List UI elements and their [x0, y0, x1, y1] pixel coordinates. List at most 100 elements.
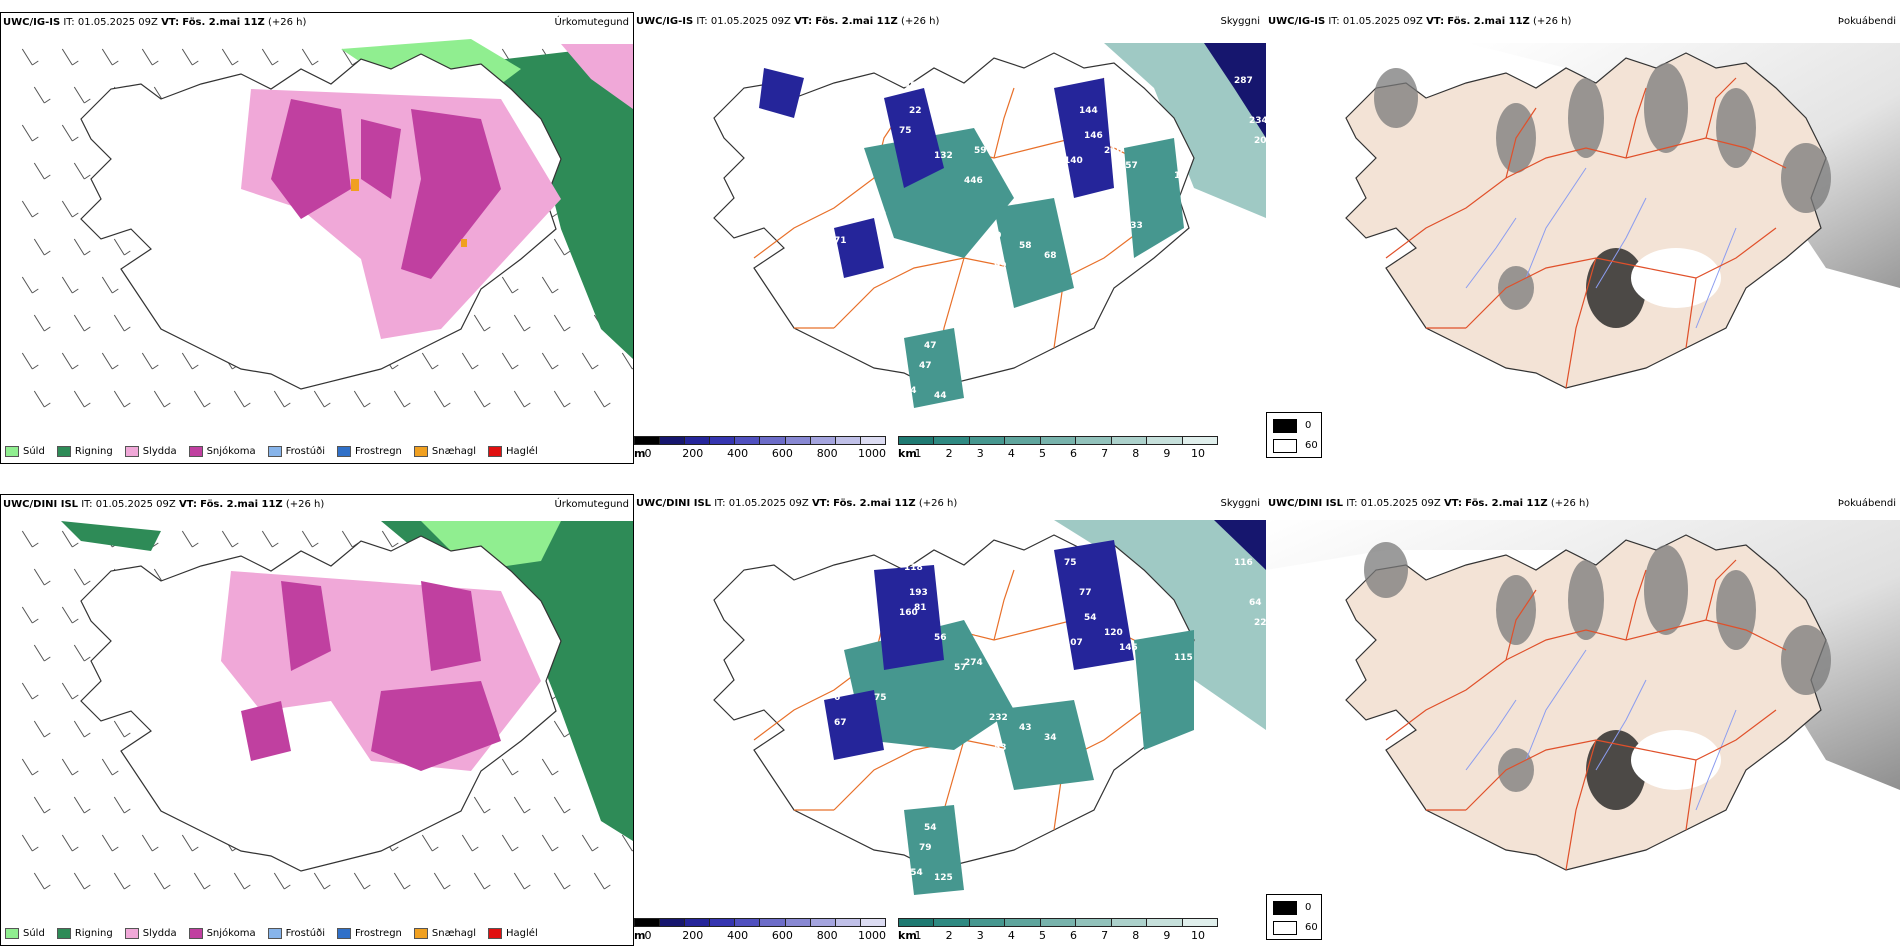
cloud-base-label: 22: [909, 106, 922, 116]
legend-item: Súld: [5, 928, 45, 939]
sleet-area: [561, 44, 633, 109]
cloud-base-label: 140: [1064, 156, 1083, 166]
wind-barb: [33, 86, 51, 104]
cloud-base-label: 71: [834, 236, 847, 246]
road-line: [1505, 589, 1537, 661]
cloud-base-label: 96: [1044, 673, 1057, 683]
wind-barb: [61, 682, 79, 700]
cloud-base-label: 68: [1044, 251, 1057, 261]
colorbar-bin: [1147, 919, 1183, 926]
legend-item: Snæhagl: [413, 928, 476, 939]
legend-item: Súld: [5, 446, 45, 457]
cloud-visibility-panel-top: UWC/IG-IS IT: 01.05.2025 09Z VT: Fös. 2.…: [634, 12, 1266, 464]
cloud-height-colorbar: m 0 200 400 600 800 1000: [634, 436, 886, 460]
colorbar-bin: [735, 919, 761, 926]
colorbar-unit: m: [634, 929, 646, 942]
wind-barb: [541, 758, 559, 776]
wind-barb: [73, 314, 91, 332]
colorbar-bin: [934, 437, 970, 444]
legend-swatch: [413, 446, 428, 457]
cloud-visibility-map: 118 75 77 54 120 179 193 160 56 78 98 107 145 115 274 9…: [713, 520, 1266, 895]
cloud-base-label: 116: [1234, 558, 1253, 568]
wind-barb: [101, 48, 119, 66]
it-label: IT:: [714, 498, 726, 509]
colorbar-unit: km: [898, 447, 917, 460]
wind-barb: [113, 390, 131, 408]
colorbar-bin: [685, 919, 711, 926]
cloud-base-label: 301: [1104, 231, 1123, 241]
wind-barb: [73, 238, 91, 256]
dense-fog-patch: [1586, 248, 1646, 328]
cloud-patches: [824, 540, 1194, 895]
wind-barb: [433, 872, 451, 890]
wind-barb: [221, 48, 239, 66]
colorbar-tick: 600: [771, 929, 793, 942]
legend-label: Snæhagl: [431, 446, 477, 457]
cloud-base-label: 203: [1254, 136, 1266, 146]
legend-label: Snjókoma: [206, 446, 256, 457]
wind-barb: [61, 758, 79, 776]
colorbar-bin: [860, 919, 885, 926]
cloud-base-label: 40: [1044, 131, 1057, 141]
panel-header: UWC/IG-IS IT: 01.05.2025 09Z VT: Fös. 2.…: [636, 16, 939, 27]
cloud-base-area: [824, 690, 884, 760]
colorbar-bin: [1005, 437, 1041, 444]
river-line: [1595, 197, 1647, 289]
it-value: 01.05.2025 09Z: [95, 499, 176, 510]
it-label: IT:: [81, 499, 93, 510]
legend-swatch: [124, 928, 139, 939]
panel-title: Úrkomutegund: [554, 17, 629, 28]
wind-barb: [541, 276, 559, 294]
cloud-base-label: 34: [1044, 733, 1057, 743]
snow-area: [361, 119, 401, 199]
cloud-base-label: 54: [1084, 613, 1097, 623]
vt-label: VT:: [1426, 16, 1445, 27]
wind-barb: [581, 352, 599, 370]
wind-barb: [153, 872, 171, 890]
wind-barb: [513, 872, 531, 890]
cloud-base-label: 93: [1124, 703, 1137, 713]
cloud-base-area: [904, 805, 964, 895]
wind-barb: [393, 390, 411, 408]
wind-barb: [73, 796, 91, 814]
river-line: [1465, 699, 1517, 771]
fog-index-key-bottom: 0 60: [1266, 894, 1322, 940]
colorbar-bin: [835, 919, 861, 926]
legend-item: Haglél: [488, 446, 538, 457]
legend-label: Frostregn: [355, 446, 402, 457]
road-line: [1385, 619, 1787, 741]
wind-barb: [33, 796, 51, 814]
wind-barb: [61, 530, 79, 548]
fog-indicator-map: [1345, 43, 1900, 389]
wind-barb: [301, 48, 319, 66]
precip-map: [21, 521, 633, 890]
colorbar-tick: 4: [1007, 447, 1015, 460]
it-label: IT:: [696, 16, 708, 27]
legend-item: Slydda: [124, 446, 177, 457]
wind-barb: [421, 352, 439, 370]
wind-barb: [501, 352, 519, 370]
snow-area: [401, 109, 501, 279]
cloud-base-label: 81: [914, 603, 927, 613]
colorbar-bin: [1040, 437, 1077, 444]
wind-barb: [421, 834, 439, 852]
wind-barb: [33, 162, 51, 180]
legend-swatch: [337, 928, 351, 939]
colorbar-tick: 400: [727, 447, 749, 460]
cloud-base-label: 79: [919, 843, 932, 853]
fog-free-area: [1631, 730, 1721, 790]
cloud-base-area: [994, 198, 1074, 308]
wind-barb: [233, 390, 251, 408]
panel-header: UWC/DINI ISL IT: 01.05.2025 09Z VT: Fös.…: [636, 498, 957, 509]
colorbar-tick: 9: [1163, 929, 1171, 942]
colorbar-bin: [660, 919, 686, 926]
wind-barb: [113, 314, 131, 332]
vt-value: Fös. 2.mai 11Z: [815, 16, 898, 27]
colorbar-strip: [634, 436, 886, 445]
wind-barb: [353, 390, 371, 408]
road-network: [1385, 77, 1787, 389]
colorbar-bin: [1076, 919, 1112, 926]
road-line: [1505, 107, 1537, 179]
cloud-base-label: 75: [1064, 558, 1077, 568]
